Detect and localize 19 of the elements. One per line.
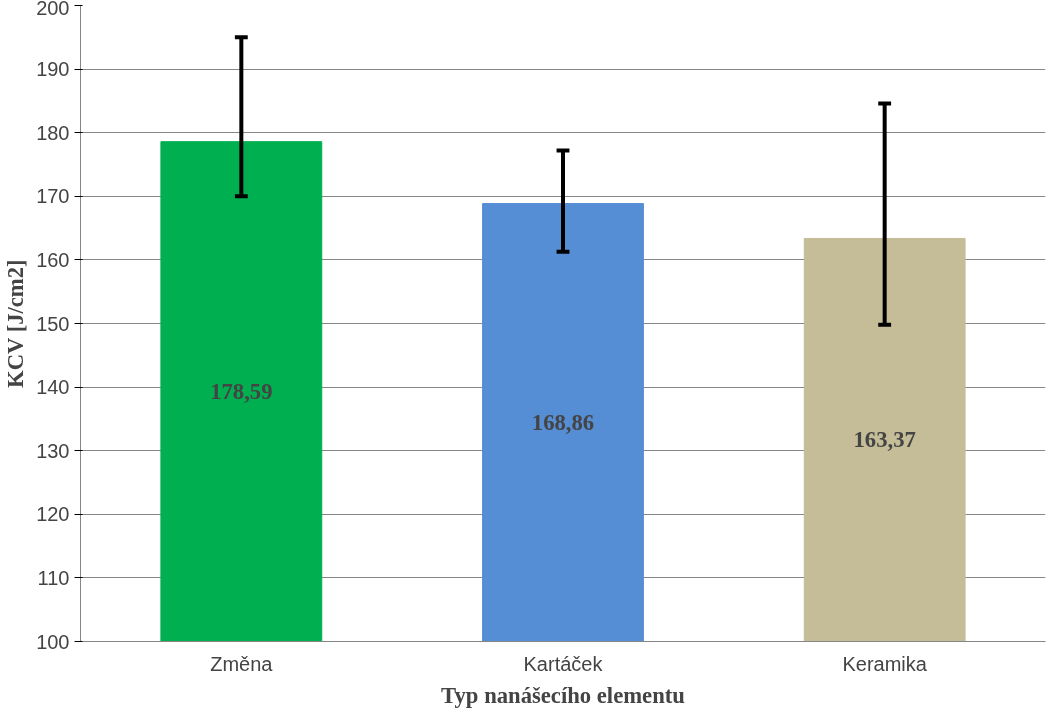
data-label: 168,86	[531, 410, 595, 436]
y-tick-label: 200	[36, 0, 70, 19]
y-tick-label: 140	[36, 376, 70, 399]
y-tick-label: 170	[36, 185, 70, 208]
data-label: 178,59	[210, 379, 273, 405]
y-tick-label: 160	[36, 248, 70, 271]
y-axis-title: KCV [J/cm2]	[3, 259, 29, 388]
y-tick-label: 180	[36, 121, 70, 144]
y-tick-label: 130	[36, 439, 70, 462]
y-tick-label: 120	[36, 503, 70, 526]
y-tick-label: 100	[36, 630, 70, 653]
x-tick-label: Změna	[210, 652, 274, 675]
data-label: 163,37	[853, 427, 916, 453]
y-tick-label: 190	[36, 58, 70, 81]
y-tick-label: 150	[36, 312, 70, 335]
x-tick-label: Keramika	[842, 652, 928, 675]
x-tick-label: Kartáček	[523, 652, 604, 675]
x-axis-title: Typ nanášecího elementu	[441, 682, 685, 708]
y-tick-label: 110	[37, 566, 70, 589]
